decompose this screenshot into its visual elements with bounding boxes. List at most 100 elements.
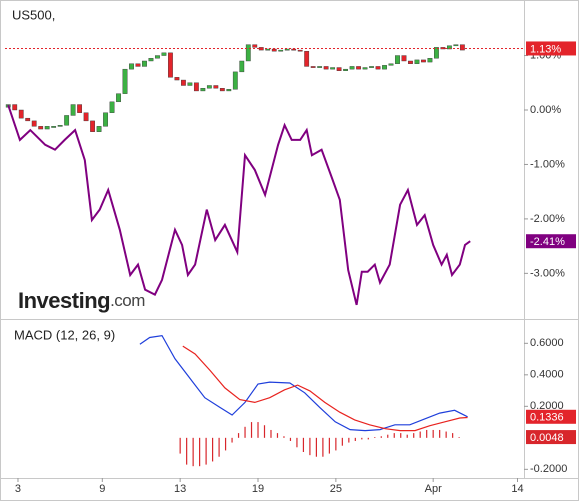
series-line	[139, 334, 468, 432]
series-line	[182, 345, 468, 432]
candle	[187, 82, 193, 86]
candle	[38, 126, 44, 130]
y-tick-label: -1.00%	[530, 158, 565, 170]
y-tick-label: -3.00%	[530, 267, 565, 279]
candle	[70, 104, 76, 116]
y-tick-label: 0.00%	[530, 104, 561, 116]
candle	[148, 58, 154, 62]
x-tick-label: 3	[15, 483, 21, 495]
candle	[310, 66, 316, 68]
candle	[168, 52, 173, 78]
candle	[271, 48, 277, 52]
candle	[382, 65, 387, 70]
candle	[245, 44, 251, 62]
candle	[200, 88, 206, 92]
candle	[446, 45, 452, 50]
candle	[103, 112, 108, 127]
candle	[174, 77, 180, 81]
candle	[317, 66, 323, 68]
candle	[408, 60, 413, 64]
overlay-label: -2.41%	[530, 236, 565, 248]
y-tick-label: -2.00%	[530, 213, 565, 225]
price-label-box	[526, 41, 576, 56]
candle	[31, 120, 37, 127]
watermark-main: Investing	[18, 288, 110, 313]
candle	[343, 68, 348, 71]
candle	[193, 82, 199, 92]
x-tick-label: Apr	[425, 483, 442, 495]
candle	[369, 66, 374, 68]
candle	[129, 63, 134, 70]
candle	[453, 44, 459, 47]
candle	[219, 88, 225, 92]
overlay-label-box	[526, 234, 576, 249]
candle	[155, 55, 160, 59]
candle	[323, 66, 329, 70]
candle	[109, 101, 115, 113]
candle	[25, 117, 31, 122]
candle	[142, 60, 147, 67]
price-label: 1.13%	[530, 43, 561, 55]
candle	[77, 104, 83, 113]
candle	[116, 93, 121, 103]
x-tick-label: 14	[511, 483, 523, 495]
candle	[421, 59, 426, 63]
candle	[356, 66, 361, 70]
candle	[336, 67, 342, 71]
candle	[252, 44, 258, 48]
macd-label: 0.1336	[530, 412, 564, 424]
candle	[239, 60, 245, 73]
candle	[304, 50, 310, 67]
candle	[64, 115, 70, 126]
candle	[90, 120, 95, 132]
candle	[181, 79, 186, 86]
candle	[434, 47, 439, 59]
candle	[362, 67, 368, 70]
x-tick-label: 25	[330, 483, 342, 495]
macd-title: MACD (12, 26, 9)	[14, 327, 115, 342]
y-tick-label: -0.2000	[530, 463, 567, 475]
histogram-label-box	[526, 430, 576, 445]
chart-title: US500,	[12, 7, 55, 22]
candle	[330, 67, 336, 70]
candle	[401, 55, 407, 62]
candle	[388, 63, 394, 66]
candle	[135, 63, 141, 67]
x-tick-label: 19	[252, 483, 264, 495]
candle	[278, 49, 284, 52]
candle	[284, 48, 290, 51]
candle	[96, 126, 102, 132]
x-tick-label: 9	[99, 483, 105, 495]
series-line	[7, 104, 471, 306]
watermark: Investing.com	[18, 288, 145, 313]
candle	[459, 44, 465, 51]
candle	[51, 126, 57, 128]
candle	[297, 49, 303, 52]
candle	[395, 55, 400, 64]
candle	[226, 89, 232, 92]
candle	[12, 104, 18, 111]
candle	[161, 52, 167, 56]
y-tick-label: 0.4000	[530, 369, 564, 381]
x-tick-label: 13	[174, 483, 186, 495]
candle	[57, 125, 63, 127]
candle	[349, 66, 355, 70]
macd-label-box	[526, 409, 576, 424]
candle	[83, 112, 89, 122]
watermark-suffix: .com	[110, 291, 145, 310]
candle	[427, 58, 433, 63]
y-tick-label: 0.2000	[530, 400, 564, 412]
candle	[414, 59, 420, 64]
y-tick-label: 0.6000	[530, 337, 564, 349]
histogram-label: 0.0048	[530, 432, 564, 444]
candle	[18, 109, 24, 119]
candle	[206, 85, 212, 89]
candle	[265, 48, 271, 51]
candle	[213, 85, 219, 89]
candle	[291, 48, 297, 51]
candle	[44, 126, 50, 130]
candle	[232, 71, 238, 90]
candle	[122, 68, 128, 94]
